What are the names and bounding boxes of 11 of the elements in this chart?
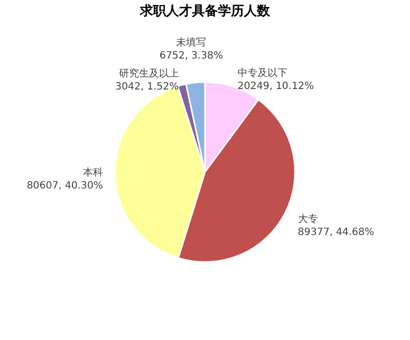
data-label: 80607, 40.30% — [26, 180, 103, 192]
slice-label: 本科 — [83, 166, 103, 178]
slice-label: 大专 — [298, 213, 318, 226]
slice-label: 研究生及以上 — [118, 67, 179, 80]
data-label: 20249, 10.12% — [238, 81, 314, 92]
data-label: 89377, 44.68% — [298, 227, 374, 238]
slice-label: 中专及以下 — [238, 67, 288, 80]
chart-title: 求职人才具备学历人数 — [139, 3, 271, 19]
slice-label: 未填写 — [176, 36, 206, 49]
data-label: 3042, 1.52% — [115, 81, 179, 92]
data-label: 6752, 3.38% — [159, 50, 224, 62]
